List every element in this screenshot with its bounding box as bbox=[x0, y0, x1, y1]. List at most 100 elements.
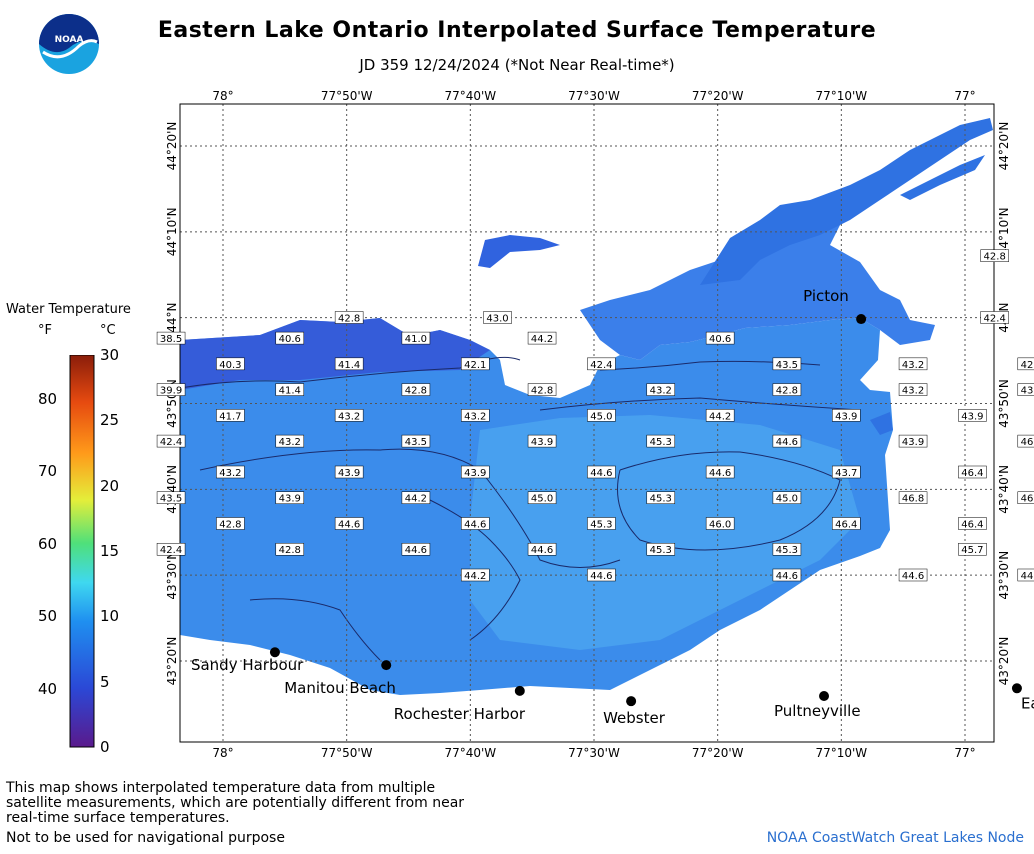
place-label: Webster bbox=[603, 709, 666, 727]
lat-label-right: 43°50'N bbox=[997, 379, 1011, 428]
svg-text:46.0: 46.0 bbox=[1021, 494, 1034, 505]
temperature-label: 43.5 bbox=[156, 491, 186, 505]
temperature-label: 41.4 bbox=[334, 357, 364, 371]
latitude-labels-left: 44°20'N44°10'N44°N43°50'N43°40'N43°30'N4… bbox=[165, 122, 179, 686]
svg-text:40.3: 40.3 bbox=[219, 360, 241, 371]
svg-text:43.9: 43.9 bbox=[835, 411, 857, 422]
longitude-labels-bottom: 78° 77°50'W 77°40'W 77°30'W 77°20'W 77°10'W 77… bbox=[212, 746, 975, 760]
temperature-map: 78° 77°50'W 77°40'W 77°30'W 77°20'W 77°10'W 77… bbox=[156, 89, 1034, 760]
place-label: Rochester Harbor bbox=[394, 705, 526, 723]
svg-text:44.2: 44.2 bbox=[405, 494, 427, 505]
svg-text:42.8: 42.8 bbox=[338, 313, 360, 324]
legend-c-tick: 25 bbox=[100, 411, 120, 430]
svg-text:43.9: 43.9 bbox=[531, 437, 553, 448]
temperature-label: 44.6 bbox=[898, 568, 928, 582]
temperature-label: 43.9 bbox=[958, 409, 987, 422]
temperature-label: 46.4 bbox=[832, 517, 861, 530]
temperature-label: 42.4 bbox=[156, 434, 186, 448]
temperature-label: 45.7 bbox=[958, 542, 987, 556]
svg-text:45.7: 45.7 bbox=[961, 545, 983, 556]
temperature-label: 42.4 bbox=[156, 542, 186, 556]
temperature-label: 38.5 bbox=[156, 331, 186, 345]
place-picton: Picton bbox=[803, 287, 867, 325]
svg-text:42.4: 42.4 bbox=[984, 313, 1006, 324]
lat-lon-grid bbox=[180, 104, 994, 742]
svg-text:44.2: 44.2 bbox=[709, 411, 731, 422]
place-sandy-harbour: Sandy Harbour bbox=[191, 647, 304, 674]
temperature-label: 43.9 bbox=[527, 434, 557, 448]
svg-text:44.6: 44.6 bbox=[405, 545, 427, 556]
svg-text:43.9: 43.9 bbox=[961, 411, 983, 422]
lon-label-top: 77°50'W bbox=[321, 89, 373, 103]
lat-label-right: 43°20'N bbox=[997, 637, 1011, 686]
lon-label-top: 78° bbox=[212, 89, 233, 103]
lat-label-left: 44°20'N bbox=[165, 122, 179, 171]
temperature-label: 43.2 bbox=[334, 409, 364, 422]
svg-text:43.5: 43.5 bbox=[776, 360, 798, 371]
temperature-label: 43.2 bbox=[646, 383, 676, 397]
temperature-label: 45.3 bbox=[646, 491, 676, 505]
temperature-label: 43.5 bbox=[772, 357, 802, 371]
lon-label-bottom: 78° bbox=[212, 746, 233, 760]
temperature-label: 42.8 bbox=[275, 542, 305, 556]
navigation-warning: Not to be used for navigational purpose bbox=[6, 830, 285, 846]
temperature-label: 46.4 bbox=[958, 517, 987, 530]
temperature-label: 45.0 bbox=[772, 491, 802, 505]
svg-text:39.9: 39.9 bbox=[160, 386, 182, 397]
place-label: Sandy Harbour bbox=[191, 656, 304, 674]
svg-text:46.0: 46.0 bbox=[709, 519, 731, 530]
temperature-label: 45.3 bbox=[646, 434, 676, 448]
latitude-labels-right: 44°20'N44°10'N44°N43°50'N43°40'N43°30'N4… bbox=[997, 122, 1011, 686]
temperature-label: 43.9 bbox=[461, 465, 490, 479]
svg-text:44.2: 44.2 bbox=[464, 571, 486, 582]
temperature-label: 44.6 bbox=[705, 465, 735, 479]
legend-title: Water Temperature bbox=[6, 302, 131, 317]
temperature-label: 41.7 bbox=[216, 409, 245, 422]
temperature-label: 42.8 bbox=[527, 383, 557, 397]
temperature-label: 43.9 bbox=[898, 434, 928, 448]
svg-text:44.6: 44.6 bbox=[902, 571, 924, 582]
lon-label-top: 77°30'W bbox=[568, 89, 620, 103]
contour-line bbox=[617, 451, 841, 551]
temperature-label: 44.2 bbox=[527, 331, 557, 345]
channel-arm-2 bbox=[478, 235, 560, 268]
place-manitou-beach: Manitou Beach bbox=[284, 660, 396, 697]
svg-text:44.6: 44.6 bbox=[531, 545, 553, 556]
longitude-labels-top: 78° 77°50'W 77°40'W 77°30'W 77°20'W 77°10'W 77… bbox=[212, 89, 975, 103]
svg-text:42.8: 42.8 bbox=[984, 252, 1006, 263]
legend-c-tick: 5 bbox=[100, 672, 110, 691]
temperature-label: 44.2 bbox=[705, 409, 735, 422]
svg-text:44.6: 44.6 bbox=[709, 468, 731, 479]
svg-text:43.2: 43.2 bbox=[902, 386, 924, 397]
svg-text:43.0: 43.0 bbox=[486, 313, 508, 324]
temperature-label: 44.2 bbox=[461, 568, 490, 582]
lon-label-bottom: 77°30'W bbox=[568, 746, 620, 760]
color-scale-bar bbox=[69, 355, 95, 748]
temperature-label: 44.6 bbox=[587, 568, 616, 582]
contour-line bbox=[539, 397, 861, 411]
svg-text:44.6: 44.6 bbox=[590, 571, 612, 582]
svg-text:44.6: 44.6 bbox=[1021, 571, 1034, 582]
temperature-label: 41.4 bbox=[275, 383, 305, 397]
temperature-label: 42.8 bbox=[334, 311, 364, 324]
place-label: Picton bbox=[803, 287, 849, 305]
disclaimer-note: This map shows interpolated temperature … bbox=[6, 780, 465, 826]
svg-text:43.9: 43.9 bbox=[464, 468, 486, 479]
contour-line bbox=[249, 598, 381, 661]
temperature-labels: 41.441.041.442.442.841.040.342.441.742.4… bbox=[156, 249, 1034, 582]
svg-text:43.5: 43.5 bbox=[405, 437, 427, 448]
lat-label-left: 43°40'N bbox=[165, 465, 179, 514]
legend-f-tick: 60 bbox=[38, 534, 58, 553]
channel-arm-3 bbox=[870, 412, 893, 435]
temperature-label: 44.6 bbox=[461, 517, 490, 530]
temperature-label: 43.5 bbox=[401, 434, 431, 448]
svg-text:42.4: 42.4 bbox=[590, 360, 612, 371]
lon-label-bottom: 77° bbox=[954, 746, 975, 760]
temperature-label: 46.0 bbox=[705, 517, 735, 530]
lon-label-top: 77°40'W bbox=[444, 89, 496, 103]
place-label: Pultneyville bbox=[774, 702, 861, 720]
lat-label-right: 43°40'N bbox=[997, 465, 1011, 514]
temperature-label: 43.2 bbox=[216, 465, 245, 479]
temperature-label: 43.5 bbox=[1017, 383, 1034, 397]
svg-text:42.8: 42.8 bbox=[776, 386, 798, 397]
